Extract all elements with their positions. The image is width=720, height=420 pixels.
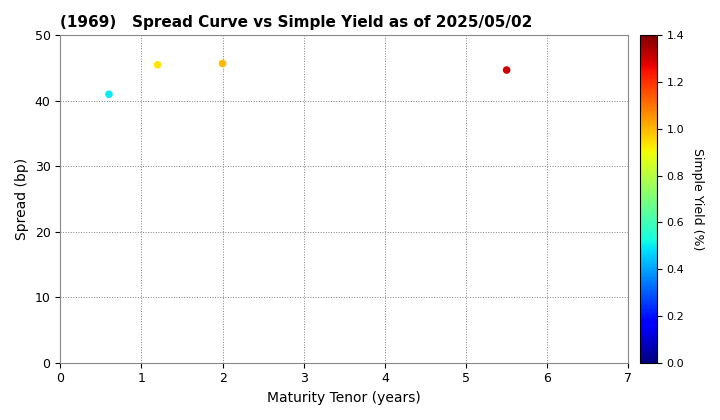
Y-axis label: Simple Yield (%): Simple Yield (%) <box>690 148 703 250</box>
Point <box>217 60 228 67</box>
Text: (1969)   Spread Curve vs Simple Yield as of 2025/05/02: (1969) Spread Curve vs Simple Yield as o… <box>60 15 533 30</box>
Point <box>103 91 114 97</box>
Point <box>501 67 513 74</box>
Point <box>152 61 163 68</box>
X-axis label: Maturity Tenor (years): Maturity Tenor (years) <box>267 391 421 405</box>
Y-axis label: Spread (bp): Spread (bp) <box>15 158 29 240</box>
